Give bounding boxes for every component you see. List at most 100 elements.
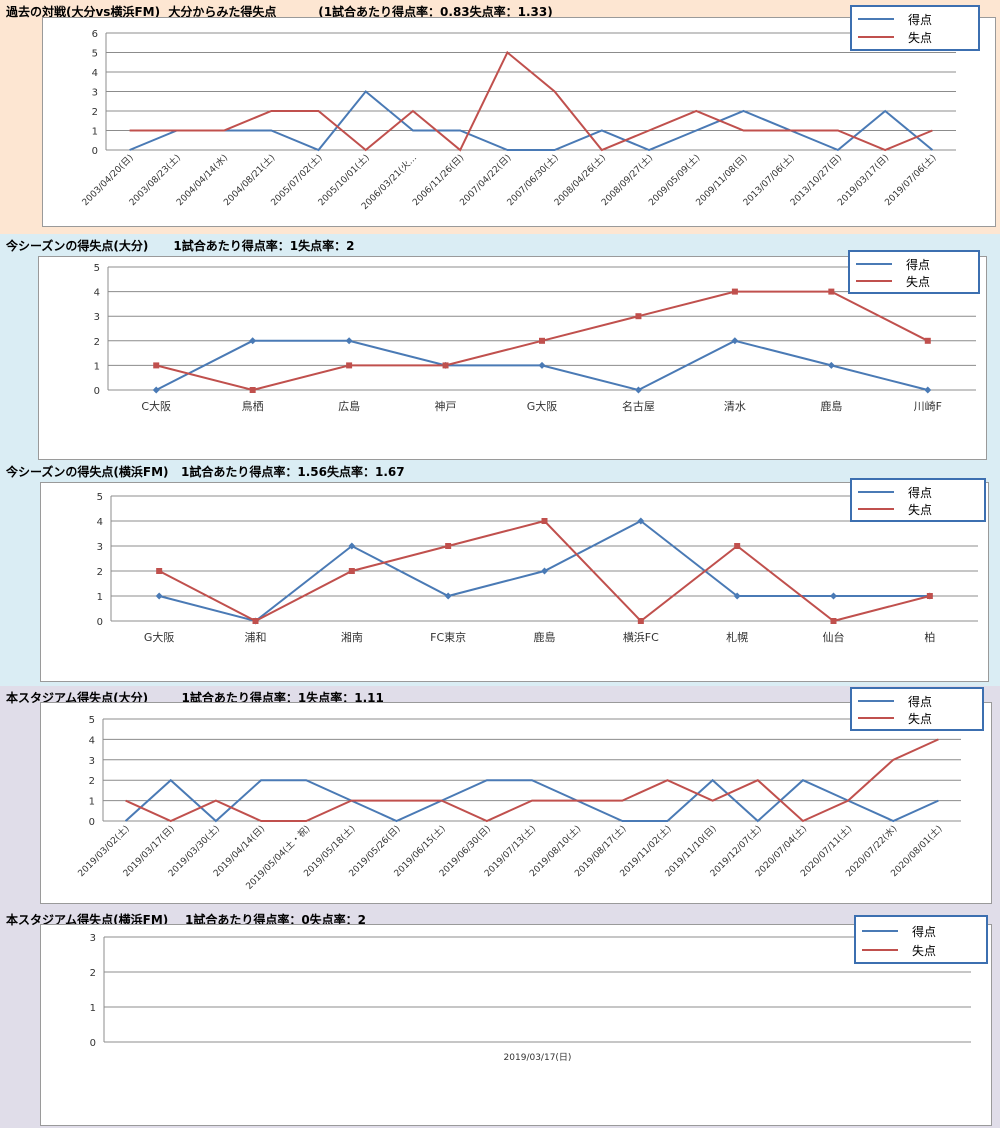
legend-item-concede: 失点 [858, 501, 932, 517]
y-tick-label: 3 [94, 312, 100, 323]
y-tick-label: 5 [89, 715, 95, 726]
chart-svg: 0 1 2 3 4 5 G大阪 浦和 湘南 FC東京 鹿島 横浜FC 札幌 仙台 柏 [97, 492, 978, 644]
data-point-concede [924, 337, 931, 344]
data-point-score [924, 386, 932, 394]
data-point-score [538, 361, 546, 369]
x-tick-label: G大阪 [144, 630, 175, 644]
chart-legend: 得点 失点 [850, 5, 980, 51]
x-tick-label: 柏 [924, 630, 935, 644]
x-tick-label: 名古屋 [622, 399, 655, 413]
data-point-concede [249, 387, 256, 393]
y-tick-label: 2 [94, 337, 100, 348]
chart-season-yokohama: 0 1 2 3 4 5 G大阪 浦和 湘南 FC東京 鹿島 横浜FC 札幌 仙台 柏 [40, 482, 989, 682]
x-tick-label: 2009/11/08(日) [694, 152, 750, 208]
x-tick-label: 2007/04/22(日) [458, 152, 514, 208]
section-heading: 今シーズンの得失点(横浜FM) 1試合あたり得点率：1.56失点率：1.67 [6, 465, 405, 479]
y-tick-label: 3 [97, 542, 103, 553]
data-point-concede [539, 337, 545, 344]
data-point-concede [252, 618, 259, 624]
section-heading: 今シーズンの得失点(大分) 1試合あたり得点率：1失点率：2 [6, 239, 355, 253]
legend-label-concede: 失点 [908, 502, 933, 517]
data-point-score [731, 337, 739, 345]
legend-item-concede: 失点 [858, 29, 932, 45]
legend-label-score: 得点 [908, 694, 933, 709]
x-tick-label: 2019/03/17(日) [835, 152, 891, 208]
legend-swatch-score [858, 491, 894, 493]
legend-item-concede: 失点 [856, 273, 930, 289]
legend-swatch-concede [862, 949, 898, 951]
x-tick-label: 2019/03/17(日) [504, 1052, 572, 1063]
data-point-score [155, 592, 163, 600]
x-tick-label: 清水 [724, 400, 746, 413]
data-point-concede [637, 618, 644, 624]
x-tick-label: 神戸 [435, 399, 457, 413]
data-point-score [827, 361, 835, 369]
data-point-concede [731, 288, 738, 295]
legend-item-score: 得点 [858, 11, 932, 27]
legend-item-score: 得点 [862, 923, 936, 939]
legend-swatch-concede [856, 280, 892, 282]
y-tick-label: 1 [92, 127, 98, 138]
x-tick-label: 鹿島 [534, 630, 556, 644]
y-tick-label: 3 [90, 933, 96, 944]
x-tick-label: 川崎F [914, 399, 942, 413]
data-point-concede [541, 518, 548, 524]
data-point-score [733, 592, 741, 600]
x-tick-label: 浦和 [245, 631, 267, 644]
y-tick-label: 5 [92, 49, 98, 60]
data-point-score [249, 337, 257, 345]
data-point-score [541, 567, 548, 575]
y-tick-label: 1 [90, 1003, 96, 1014]
data-point-concede [348, 568, 355, 574]
y-tick-label: 5 [94, 263, 100, 274]
data-point-score [152, 386, 160, 394]
y-tick-label: 4 [92, 68, 98, 79]
data-point-score [634, 386, 642, 394]
x-tick-label: 2013/10/27(日) [788, 152, 844, 208]
y-tick-label: 4 [94, 288, 100, 299]
data-point-concede [445, 543, 452, 549]
x-tick-label: FC東京 [430, 630, 466, 644]
y-tick-label: 0 [90, 1038, 96, 1049]
x-tick-label: 横浜FC [623, 630, 659, 644]
data-point-concede [153, 362, 160, 369]
y-tick-label: 1 [89, 797, 95, 808]
data-point-concede [346, 362, 353, 369]
legend-label-score: 得点 [908, 12, 933, 27]
data-point-concede [926, 593, 933, 599]
x-tick-label: 2003/04/20(日) [80, 152, 136, 208]
y-tick-label: 0 [92, 146, 98, 157]
x-tick-label: 湘南 [341, 630, 363, 644]
chart-stadium-yokohama: 0 1 2 3 2019/03/17(日) [40, 924, 992, 1126]
series-line-score [129, 90, 934, 152]
legend-swatch-score [862, 930, 898, 932]
y-tick-label: 1 [94, 361, 100, 372]
chart-svg: 01234562003/04/20(日)2003/08/23(土)2004/04… [80, 29, 956, 212]
legend-label-score: 得点 [908, 485, 933, 500]
chart-svg: 0123452019/03/02(土)2019/03/17(日)2019/03/… [75, 715, 961, 892]
chart-legend: 得点 失点 [850, 478, 986, 522]
data-point-concede [830, 618, 837, 624]
series-line-concede [125, 738, 939, 823]
y-tick-label: 6 [92, 29, 98, 40]
x-tick-label: C大阪 [141, 399, 171, 413]
legend-label-concede: 失点 [906, 274, 931, 289]
y-tick-label: 0 [94, 386, 100, 397]
section-stadium-yokohama: 本スタジアム得失点(横浜FM) 1試合あたり得点率：0失点率：2 0 1 2 3 201… [0, 908, 1000, 1128]
data-point-concede [635, 313, 642, 320]
y-tick-label: 0 [97, 617, 103, 628]
section-season-yokohama: 今シーズンの得失点(横浜FM) 1試合あたり得点率：1.56失点率：1.67 0… [0, 460, 1000, 686]
data-point-score [444, 592, 452, 600]
data-point-score [637, 517, 645, 525]
legend-label-score: 得点 [906, 257, 931, 272]
legend-label-concede: 失点 [908, 711, 933, 726]
legend-swatch-score [856, 263, 892, 265]
section-heading: 過去の対戦(大分vs横浜FM) 大分からみた得失点 (1試合あたり得点率：0.8… [6, 5, 553, 19]
data-point-concede [156, 568, 163, 574]
x-tick-label: 仙台 [823, 630, 845, 644]
legend-item-score: 得点 [858, 693, 932, 709]
data-point-score [830, 592, 837, 600]
y-tick-label: 2 [90, 968, 96, 979]
x-tick-label: 鳥栖 [242, 399, 264, 413]
legend-item-score: 得点 [856, 256, 930, 272]
